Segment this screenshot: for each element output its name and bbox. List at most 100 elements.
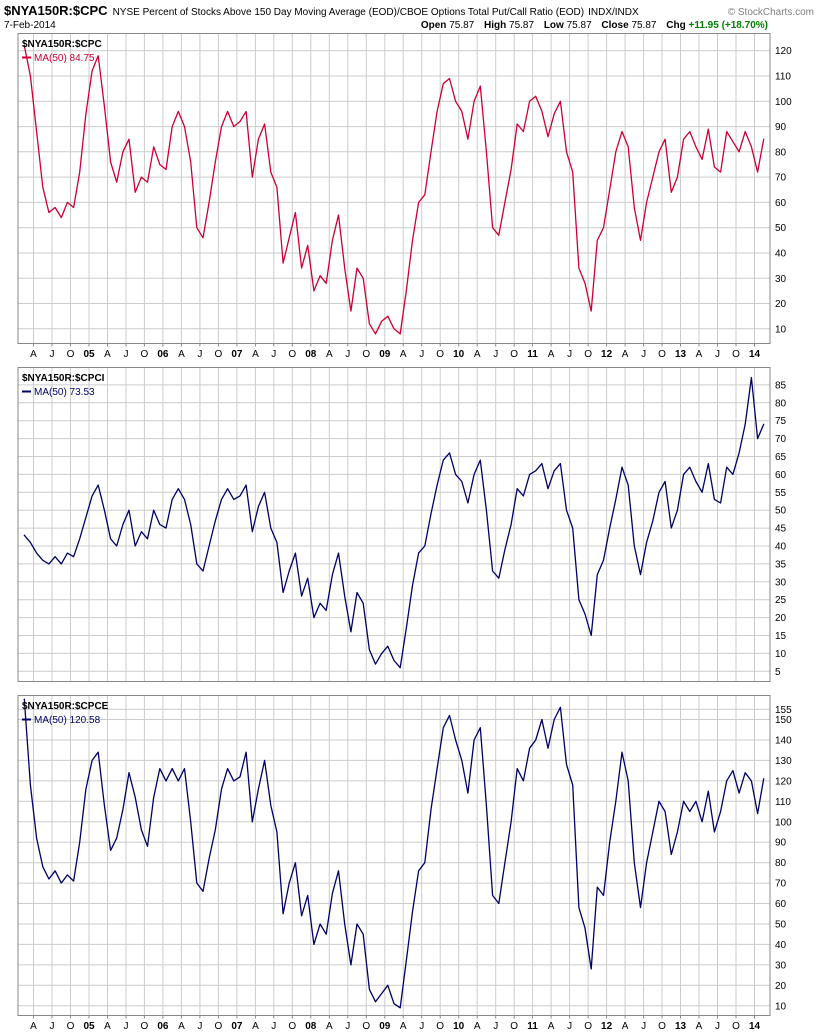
svg-text:O: O bbox=[510, 349, 518, 360]
cpci-y-axis-labels: 85 80 75 70 65 60 55 50 45 40 35 30 25 20 15 10 5 bbox=[775, 380, 787, 677]
cpce-x-axis-labels: A J O 05 A J O 06 A J O 07 A J O 08 A J O 09 A J O 10 A J O 11 A J O 12… bbox=[30, 1021, 760, 1032]
svg-text:O: O bbox=[658, 349, 666, 360]
svg-text:J: J bbox=[419, 349, 424, 360]
svg-text:09: 09 bbox=[379, 1021, 391, 1032]
svg-text:130: 130 bbox=[775, 756, 792, 767]
svg-text:A: A bbox=[30, 349, 37, 360]
cpce-panel-title: $NYA150R:$CPCE bbox=[22, 701, 109, 712]
cpc-series-line bbox=[23, 44, 765, 335]
close-value: 75.87 bbox=[631, 20, 657, 31]
svg-text:A: A bbox=[474, 1021, 481, 1032]
svg-text:06: 06 bbox=[157, 1021, 169, 1032]
low-value: 75.87 bbox=[566, 20, 592, 31]
svg-text:40: 40 bbox=[775, 940, 787, 951]
svg-text:07: 07 bbox=[231, 349, 243, 360]
high-label: High bbox=[484, 20, 507, 31]
stockcharts-credit[interactable]: © StockCharts.com bbox=[727, 7, 814, 18]
svg-text:65: 65 bbox=[775, 452, 787, 463]
svg-text:30: 30 bbox=[775, 577, 787, 588]
svg-text:13: 13 bbox=[675, 349, 687, 360]
svg-text:A: A bbox=[474, 349, 481, 360]
svg-text:O: O bbox=[732, 349, 740, 360]
cpc-x-axis-ticks bbox=[33, 343, 755, 347]
svg-text:O: O bbox=[215, 1021, 223, 1032]
svg-text:A: A bbox=[104, 349, 111, 360]
svg-text:07: 07 bbox=[231, 1021, 243, 1032]
svg-text:35: 35 bbox=[775, 559, 787, 570]
svg-text:80: 80 bbox=[775, 398, 787, 409]
svg-text:80: 80 bbox=[775, 147, 787, 158]
svg-text:20: 20 bbox=[775, 299, 787, 310]
svg-text:120: 120 bbox=[775, 46, 792, 57]
svg-text:5: 5 bbox=[775, 667, 781, 678]
cpce-x-axis-ticks bbox=[33, 1015, 755, 1019]
svg-text:J: J bbox=[715, 1021, 720, 1032]
svg-text:O: O bbox=[67, 1021, 75, 1032]
index-type-label: INDX/INDX bbox=[588, 7, 639, 18]
svg-text:12: 12 bbox=[601, 349, 613, 360]
svg-text:A: A bbox=[252, 1021, 259, 1032]
svg-text:70: 70 bbox=[775, 879, 787, 890]
svg-text:O: O bbox=[362, 349, 370, 360]
cpce-legend-label: MA(50) 120.58 bbox=[34, 715, 101, 726]
chg-label: Chg bbox=[666, 20, 686, 31]
svg-text:90: 90 bbox=[775, 122, 787, 133]
svg-text:J: J bbox=[493, 349, 498, 360]
svg-text:A: A bbox=[400, 349, 407, 360]
panel-cpc: 120 110 100 90 80 70 60 50 40 30 20 10 A J O 05 A J O 06 A J O… bbox=[0, 33, 820, 361]
svg-text:O: O bbox=[732, 1021, 740, 1032]
svg-text:J: J bbox=[641, 1021, 646, 1032]
svg-text:J: J bbox=[197, 1021, 202, 1032]
svg-text:O: O bbox=[584, 349, 592, 360]
svg-text:75: 75 bbox=[775, 416, 787, 427]
cpci-chart-svg: 85 80 75 70 65 60 55 50 45 40 35 30 25 20 15 10 5 $NYA150… bbox=[17, 367, 787, 682]
svg-text:50: 50 bbox=[775, 920, 787, 931]
svg-text:A: A bbox=[622, 349, 629, 360]
svg-text:A: A bbox=[104, 1021, 111, 1032]
cpce-plot-border bbox=[17, 695, 771, 1016]
cpci-series-line bbox=[23, 377, 765, 669]
svg-text:25: 25 bbox=[775, 595, 787, 606]
chg-value: +11.95 (+18.70%) bbox=[688, 20, 768, 31]
title-row: $NYA150R:$CPC NYSE Percent of Stocks Abo… bbox=[4, 3, 814, 18]
svg-text:A: A bbox=[326, 349, 333, 360]
svg-text:100: 100 bbox=[775, 817, 792, 828]
svg-text:30: 30 bbox=[775, 960, 787, 971]
svg-text:J: J bbox=[493, 1021, 498, 1032]
cpc-y-axis-labels: 120 110 100 90 80 70 60 50 40 30 20 10 bbox=[775, 46, 792, 335]
svg-text:O: O bbox=[215, 349, 223, 360]
cpce-chart-svg: 155150140130120110100908070605040302010A… bbox=[17, 695, 792, 1032]
svg-text:J: J bbox=[641, 349, 646, 360]
svg-text:O: O bbox=[510, 1021, 518, 1032]
svg-text:A: A bbox=[622, 1021, 629, 1032]
svg-text:60: 60 bbox=[775, 470, 787, 481]
chart-date: 7-Feb-2014 bbox=[4, 20, 56, 31]
svg-text:J: J bbox=[345, 349, 350, 360]
cpce-grid bbox=[18, 695, 770, 1016]
svg-text:O: O bbox=[67, 349, 75, 360]
svg-text:09: 09 bbox=[379, 349, 391, 360]
svg-text:06: 06 bbox=[157, 349, 169, 360]
svg-text:A: A bbox=[252, 349, 259, 360]
svg-text:J: J bbox=[124, 349, 129, 360]
symbol-title: $NYA150R:$CPC bbox=[4, 3, 108, 18]
svg-text:14: 14 bbox=[749, 1021, 761, 1032]
svg-text:10: 10 bbox=[453, 349, 465, 360]
cpc-panel-title: $NYA150R:$CPC bbox=[22, 39, 102, 50]
cpci-grid bbox=[18, 367, 770, 682]
svg-text:10: 10 bbox=[775, 1001, 787, 1012]
svg-text:11: 11 bbox=[527, 1021, 538, 1032]
svg-text:08: 08 bbox=[305, 1021, 317, 1032]
svg-text:A: A bbox=[400, 1021, 407, 1032]
svg-text:10: 10 bbox=[775, 649, 787, 660]
cpc-x-axis-labels: A J O 05 A J O 06 A J O 07 A J O 08 A J O 09 A J O 10 A J O 11 A J O 12… bbox=[30, 349, 760, 360]
svg-text:A: A bbox=[548, 1021, 555, 1032]
svg-text:O: O bbox=[288, 1021, 296, 1032]
svg-text:20: 20 bbox=[775, 981, 787, 992]
open-value: 75.87 bbox=[449, 20, 475, 31]
panel-cpci: 85 80 75 70 65 60 55 50 45 40 35 30 25 20 15 10 5 $NYA150… bbox=[0, 367, 820, 682]
cpc-plot-border bbox=[17, 33, 771, 344]
close-label: Close bbox=[601, 20, 629, 31]
open-label: Open bbox=[420, 20, 447, 31]
